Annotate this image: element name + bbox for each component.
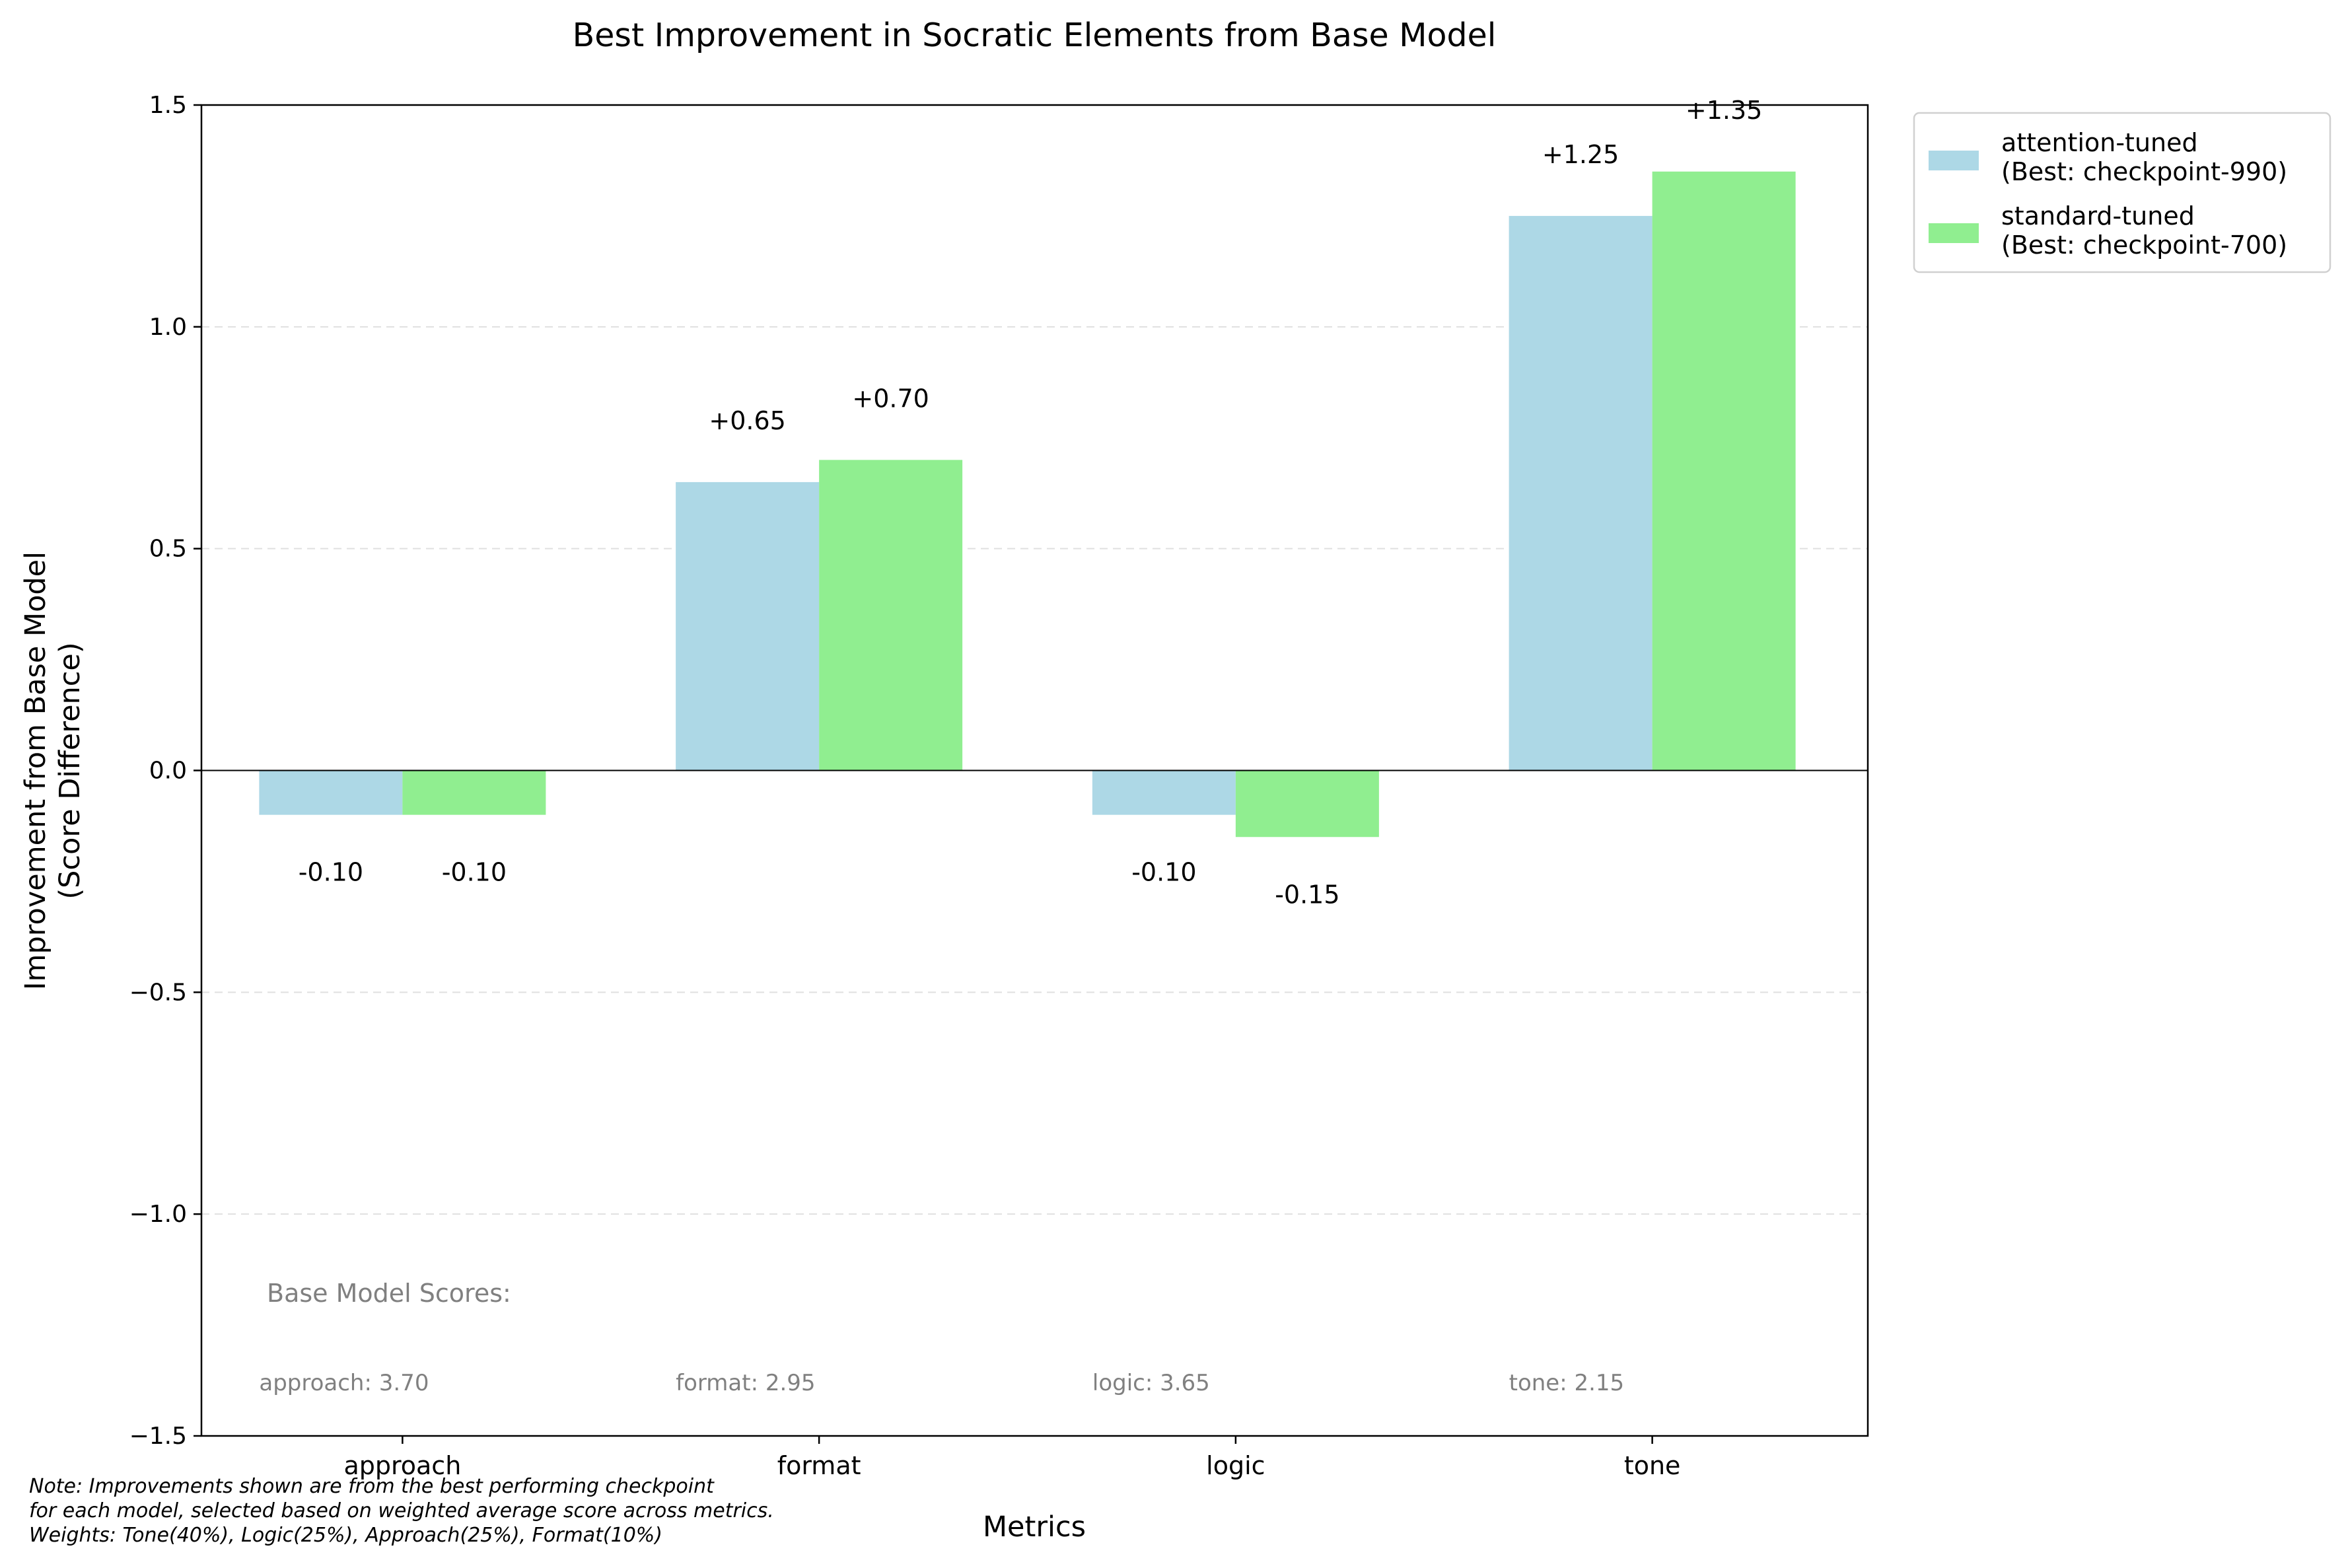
base-score-label: approach: 3.70 xyxy=(259,1370,429,1396)
footnote-line-2: for each model, selected based on weight… xyxy=(29,1499,774,1522)
y-tick-label: 1.5 xyxy=(149,92,187,119)
y-tick-label: 1.0 xyxy=(149,314,187,341)
footnote-line-3: Weights: Tone(40%), Logic(25%), Approach… xyxy=(29,1524,662,1547)
bar xyxy=(1652,171,1796,771)
bar-value-label: +1.25 xyxy=(1542,140,1619,169)
legend-label-attention-tuned-line2: (Best: checkpoint-990) xyxy=(2001,157,2287,186)
legend-label-attention-tuned-line1: attention-tuned xyxy=(2001,128,2198,157)
bar-value-label: +0.65 xyxy=(709,406,785,435)
bar-value-label: +0.70 xyxy=(852,384,929,413)
base-score-label: format: 2.95 xyxy=(676,1370,815,1396)
x-tick-label: approach xyxy=(343,1451,461,1480)
legend: attention-tuned (Best: checkpoint-990) s… xyxy=(1913,112,2331,273)
bar-value-label: -0.10 xyxy=(299,858,363,887)
y-tick-label: 0.5 xyxy=(149,536,187,563)
base-scores-title: Base Model Scores: xyxy=(267,1279,511,1308)
x-axis-ticks: approach format logic tone xyxy=(343,1436,1680,1480)
bar-value-label: +1.35 xyxy=(1686,96,1762,125)
y-tick-label: −0.5 xyxy=(129,979,187,1006)
bar xyxy=(676,481,820,771)
bar xyxy=(819,460,963,771)
x-tick-label: format xyxy=(777,1451,861,1480)
legend-swatch-standard-tuned xyxy=(1929,223,1979,243)
base-score-label: tone: 2.15 xyxy=(1509,1370,1625,1396)
bar-value-labels: -0.10 +0.65 -0.10 +1.25 -0.10 +0.70 -0.15 +1.35 xyxy=(299,96,1763,909)
legend-swatch-attention-tuned xyxy=(1929,151,1979,170)
bar xyxy=(1509,215,1653,771)
y-axis-ticks: −1.5 −1.0 −0.5 0.0 0.5 1.0 1.5 xyxy=(129,92,201,1450)
bar xyxy=(402,770,546,815)
y-tick-label: 0.0 xyxy=(149,758,187,785)
x-tick-label: logic xyxy=(1206,1451,1265,1480)
bar xyxy=(259,770,403,815)
legend-frame xyxy=(1913,112,2331,273)
footnote-line-1: Note: Improvements shown are from the be… xyxy=(29,1475,715,1498)
bar xyxy=(1235,770,1379,837)
footnote: Note: Improvements shown are from the be… xyxy=(29,1475,774,1547)
legend-label-standard-tuned-line2: (Best: checkpoint-700) xyxy=(2001,231,2287,260)
legend-label-standard-tuned-line1: standard-tuned xyxy=(2001,201,2195,231)
chart-title: Best Improvement in Socratic Elements fr… xyxy=(573,17,1497,54)
bars xyxy=(259,171,1796,837)
y-tick-label: −1.0 xyxy=(129,1201,187,1228)
y-axis-label-line2: (Score Difference) xyxy=(53,642,87,899)
x-tick-label: tone xyxy=(1624,1451,1681,1480)
base-score-label: logic: 3.65 xyxy=(1092,1370,1210,1396)
bar xyxy=(1092,770,1236,815)
x-axis-label: Metrics xyxy=(983,1511,1086,1544)
base-model-scores: approach: 3.70 format: 2.95 logic: 3.65 ton… xyxy=(259,1370,1624,1396)
bar-value-label: -0.10 xyxy=(442,858,507,887)
bar-value-label: -0.10 xyxy=(1131,858,1196,887)
bar-value-label: -0.15 xyxy=(1275,880,1339,909)
y-axis-label-line1: Improvement from Base Model xyxy=(19,552,52,990)
y-tick-label: −1.5 xyxy=(129,1423,187,1450)
